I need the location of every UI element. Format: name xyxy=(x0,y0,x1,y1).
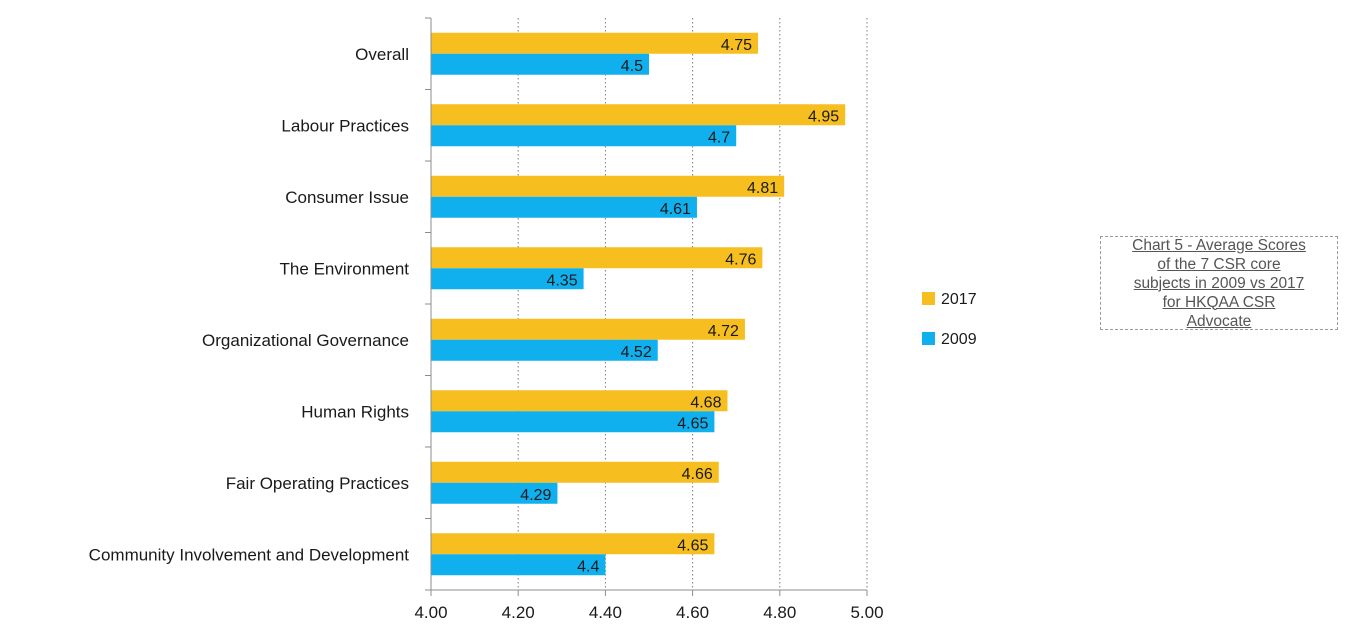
bar-2009 xyxy=(431,339,658,361)
data-label-2017: 4.76 xyxy=(725,251,756,268)
chart-caption-box: Chart 5 - Average Scores of the 7 CSR co… xyxy=(1100,236,1338,330)
bar-2017 xyxy=(431,175,785,197)
data-label-2017: 4.81 xyxy=(747,180,778,197)
bar-2017 xyxy=(431,104,846,126)
axes xyxy=(425,17,868,596)
gridlines xyxy=(517,18,868,590)
category-label: Community Involvement and Development xyxy=(89,545,410,564)
data-label-2017: 4.95 xyxy=(808,108,839,125)
legend-label-2009: 2009 xyxy=(941,331,977,348)
data-label-2009: 4.4 xyxy=(577,558,599,575)
bar-2009 xyxy=(431,268,584,290)
bar-2009 xyxy=(431,53,649,75)
bar-2017 xyxy=(431,533,715,555)
x-tick-label: 4.00 xyxy=(414,603,447,622)
bar-2009 xyxy=(431,196,697,218)
data-label-2009: 4.5 xyxy=(621,58,643,75)
legend: 2017 2009 xyxy=(922,291,977,348)
category-label: The Environment xyxy=(280,259,410,278)
x-tick-label: 4.20 xyxy=(502,603,535,622)
data-label-2009: 4.35 xyxy=(546,272,577,289)
category-label: Labour Practices xyxy=(281,116,409,135)
data-label-2017: 4.72 xyxy=(708,323,739,340)
data-label-2009: 4.61 xyxy=(660,201,691,218)
data-label-2017: 4.75 xyxy=(721,37,752,54)
category-label: Human Rights xyxy=(301,402,409,421)
legend-swatch-2009 xyxy=(922,332,935,345)
bar-2017 xyxy=(431,390,728,412)
labels: 4.00 4.20 4.40 4.60 4.80 5.00 Overall 4.75 4.5 La… xyxy=(89,37,884,622)
bar-2017 xyxy=(431,32,758,54)
bar-2009 xyxy=(431,482,558,504)
x-tick-label: 4.40 xyxy=(589,603,622,622)
data-label-2009: 4.7 xyxy=(708,129,730,146)
category-label: Fair Operating Practices xyxy=(226,474,409,493)
x-tick-label: 5.00 xyxy=(850,603,883,622)
category-label: Overall xyxy=(355,45,409,64)
bar-2009 xyxy=(431,125,737,147)
category-label: Organizational Governance xyxy=(202,331,409,350)
bars xyxy=(431,32,846,576)
data-label-2017: 4.68 xyxy=(690,394,721,411)
bar-2017 xyxy=(431,318,745,340)
x-tick-label: 4.80 xyxy=(763,603,796,622)
category-label: Consumer Issue xyxy=(285,188,409,207)
chart-caption: Chart 5 - Average Scores of the 7 CSR co… xyxy=(1132,236,1306,330)
legend-label-2017: 2017 xyxy=(941,291,977,308)
data-label-2009: 4.65 xyxy=(677,415,708,432)
bar-2017 xyxy=(431,461,719,483)
data-label-2009: 4.52 xyxy=(621,344,652,361)
data-label-2017: 4.66 xyxy=(682,466,713,483)
bar-2017 xyxy=(431,247,763,269)
bar-2009 xyxy=(431,554,606,576)
data-label-2017: 4.65 xyxy=(677,537,708,554)
x-tick-label: 4.60 xyxy=(676,603,709,622)
bar-2009 xyxy=(431,411,715,433)
legend-swatch-2017 xyxy=(922,292,935,305)
data-label-2009: 4.29 xyxy=(520,487,551,504)
